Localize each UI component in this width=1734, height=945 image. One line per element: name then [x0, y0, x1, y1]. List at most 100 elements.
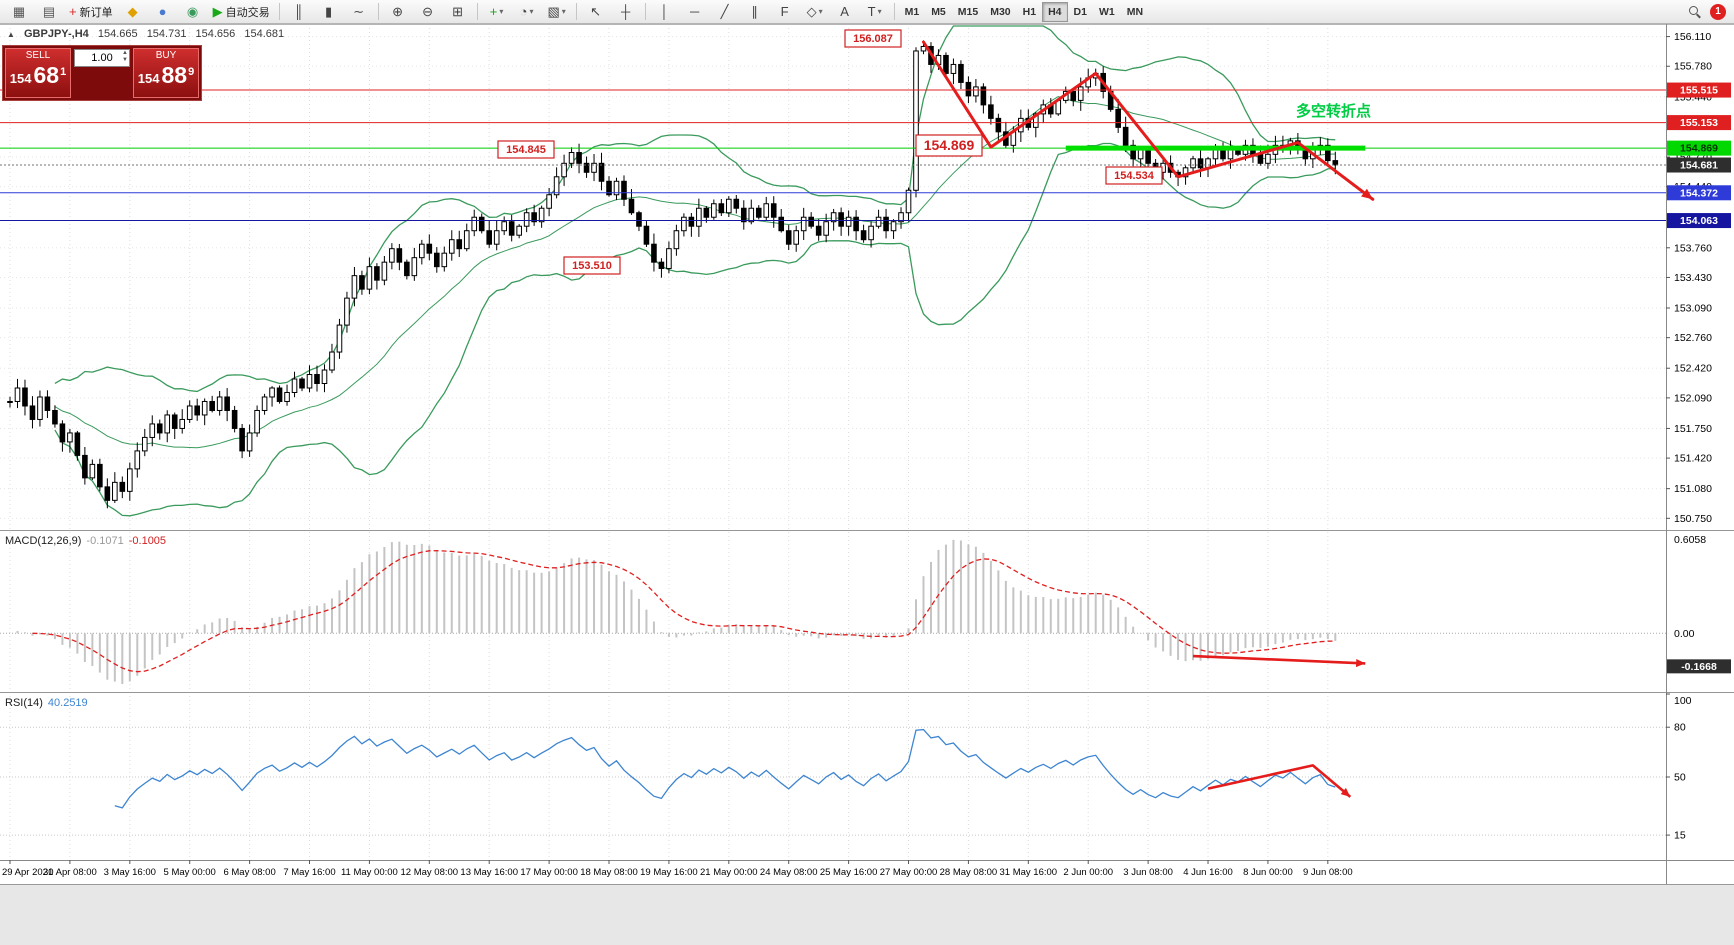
- new-order-button[interactable]: + 新订单: [69, 4, 113, 19]
- svg-text:150.750: 150.750: [1674, 513, 1712, 525]
- price-badge-155.515: [1667, 82, 1731, 98]
- search-icon[interactable]: [1688, 5, 1702, 19]
- trend-annotations[interactable]: [922, 40, 1375, 201]
- metaeditor-icon[interactable]: ◆: [127, 4, 138, 19]
- timeframe-m15-button[interactable]: M15: [957, 5, 979, 18]
- rsi-axis[interactable]: 100 80 50 15: [1666, 693, 1692, 842]
- turning-point-note[interactable]: 多空转折点: [1296, 102, 1371, 120]
- templates-icon[interactable]: ▧ ▾: [547, 4, 566, 19]
- rsi-label: RSI(14) 40.2519: [5, 697, 88, 709]
- sell-button[interactable]: SELL 154 68 1: [5, 48, 71, 98]
- svg-text:31 May 16:00: 31 May 16:00: [1000, 867, 1058, 878]
- arrow-tools-icon[interactable]: T ▾: [867, 4, 882, 19]
- price-axis[interactable]: 156.110155.780155.440154.770154.440153.7…: [1666, 31, 1731, 525]
- svg-text:153.760: 153.760: [1674, 242, 1712, 254]
- ohlc-high: 154.731: [146, 28, 187, 40]
- market-watch-icon[interactable]: ●: [158, 4, 167, 19]
- horizontal-line-icon[interactable]: ─: [689, 4, 700, 19]
- timeframe-mn-button[interactable]: MN: [1126, 5, 1144, 18]
- price-label-154.534[interactable]: 154.534: [1105, 166, 1163, 185]
- timeframe-m30-button[interactable]: M30: [990, 5, 1011, 18]
- timeframe-h4-button[interactable]: H4: [1042, 1, 1068, 22]
- new-chart-icon[interactable]: ▦: [12, 4, 26, 19]
- svg-text:9 Jun 08:00: 9 Jun 08:00: [1303, 867, 1353, 878]
- window-bottom-area: [0, 884, 1734, 945]
- profiles-icon[interactable]: ▤: [42, 4, 56, 19]
- tile-windows-icon[interactable]: ⊞: [452, 4, 464, 19]
- svg-text:17 May 00:00: 17 May 00:00: [520, 867, 578, 878]
- svg-text:2 Jun 00:00: 2 Jun 00:00: [1063, 867, 1113, 878]
- timeframe-d1-button[interactable]: D1: [1073, 5, 1087, 18]
- price-label-156.087[interactable]: 156.087: [844, 29, 902, 48]
- price-label-153.510[interactable]: 153.510: [563, 256, 621, 275]
- periods-icon[interactable]: ◔ ▾: [519, 4, 534, 19]
- price-label-154.869[interactable]: 154.869: [915, 134, 983, 157]
- svg-text:156.110: 156.110: [1674, 31, 1711, 43]
- buy-label: BUY: [155, 50, 177, 61]
- macd-panel: [0, 539, 1666, 685]
- macd-axis[interactable]: 0.6058 0.00 -0.1668: [1667, 534, 1731, 674]
- cursor-icon[interactable]: ↖: [590, 4, 602, 19]
- svg-text:155.153: 155.153: [1680, 117, 1718, 129]
- buy-price: 154 88 9: [137, 62, 195, 88]
- price-badge-154.681: [1667, 157, 1731, 173]
- one-click-collapse-icon[interactable]: ▲: [7, 30, 15, 39]
- autotrading-button[interactable]: ▶ 自动交易: [212, 4, 270, 19]
- svg-text:8 Jun 00:00: 8 Jun 00:00: [1243, 867, 1293, 878]
- symbol-period-label: GBPJPY-,H4: [23, 28, 89, 40]
- rsi-arrow[interactable]: [1207, 764, 1352, 798]
- svg-text:153.510: 153.510: [572, 260, 612, 272]
- svg-text:154.845: 154.845: [506, 144, 546, 156]
- svg-text:156.087: 156.087: [853, 33, 893, 45]
- trendline-icon[interactable]: ╱: [720, 4, 729, 19]
- zigzag-trendline: [922, 40, 1375, 201]
- toolbar: ▦ ▤ + 新订单 ◆ ● ◉ ▶ 自动交易 ║ ▮ ∼ ⊕ ⊖ ⊞ + ▾ ◔ ▾ ▧ ▾ ↖ ┼ │ ─ ╱ ∥ F ◇ ▾ A T ▾ M1…: [0, 0, 1734, 24]
- shapes-icon[interactable]: ◇ ▾: [806, 4, 823, 19]
- price-badge-154.063: [1667, 213, 1731, 229]
- zoom-in-icon[interactable]: ⊕: [392, 4, 404, 19]
- zoom-out-icon[interactable]: ⊖: [422, 4, 434, 19]
- svg-text:80: 80: [1674, 722, 1686, 734]
- svg-text:151.420: 151.420: [1674, 453, 1712, 465]
- sell-price: 154 68 1: [9, 62, 67, 88]
- crosshair-icon[interactable]: ┼: [620, 4, 631, 19]
- strategy-tester-icon[interactable]: ◉: [186, 4, 199, 19]
- svg-text:154.681: 154.681: [1680, 160, 1718, 172]
- equidistant-channel-icon[interactable]: ∥: [751, 4, 758, 19]
- svg-text:153.090: 153.090: [1674, 303, 1712, 315]
- volume-input[interactable]: 1.00 ▲ ▼: [74, 49, 130, 67]
- timeframe-m5-button[interactable]: M5: [931, 5, 946, 18]
- chart-ohlc-header: ▲ GBPJPY-,H4 154.665 154.731 154.656 154…: [7, 28, 290, 40]
- fibonacci-icon[interactable]: F: [780, 4, 789, 19]
- svg-text:-0.1668: -0.1668: [1681, 661, 1717, 673]
- vertical-line-icon[interactable]: │: [660, 4, 669, 19]
- svg-text:154.372: 154.372: [1680, 187, 1718, 199]
- ohlc-close: 154.681: [244, 28, 285, 40]
- volume-spinner[interactable]: ▲ ▼: [122, 50, 128, 63]
- indicators-icon[interactable]: + ▾: [489, 4, 504, 19]
- price-badge-154.869: [1667, 140, 1731, 156]
- text-icon[interactable]: A: [840, 4, 849, 19]
- svg-text:152.090: 152.090: [1674, 392, 1712, 404]
- timeframe-w1-button[interactable]: W1: [1098, 5, 1115, 18]
- bar-chart-icon[interactable]: ║: [293, 4, 304, 19]
- notification-badge[interactable]: 1: [1710, 3, 1726, 20]
- candlestick-chart-icon[interactable]: ▮: [325, 4, 333, 19]
- svg-text:154.063: 154.063: [1680, 215, 1718, 227]
- macd-arrow[interactable]: [1192, 654, 1366, 665]
- one-click-trading-panel: SELL 154 68 1 1.00 ▲ ▼ BUY 154 88 9: [2, 45, 202, 101]
- ohlc-low: 154.656: [195, 28, 236, 40]
- svg-text:28 May 08:00: 28 May 08:00: [940, 867, 998, 878]
- price-label-154.845[interactable]: 154.845: [497, 140, 555, 159]
- line-chart-icon[interactable]: ∼: [353, 4, 365, 19]
- svg-text:0.00: 0.00: [1674, 628, 1695, 640]
- level-lines[interactable]: [0, 89, 1666, 222]
- buy-button[interactable]: BUY 154 88 9: [133, 48, 199, 98]
- timeframe-h1-button[interactable]: H1: [1022, 5, 1037, 18]
- svg-text:25 May 16:00: 25 May 16:00: [820, 867, 878, 878]
- svg-text:29 Apr 2021: 29 Apr 2021: [2, 867, 53, 878]
- timeframe-m1-button[interactable]: M1: [904, 5, 920, 18]
- svg-text:155.515: 155.515: [1680, 85, 1718, 97]
